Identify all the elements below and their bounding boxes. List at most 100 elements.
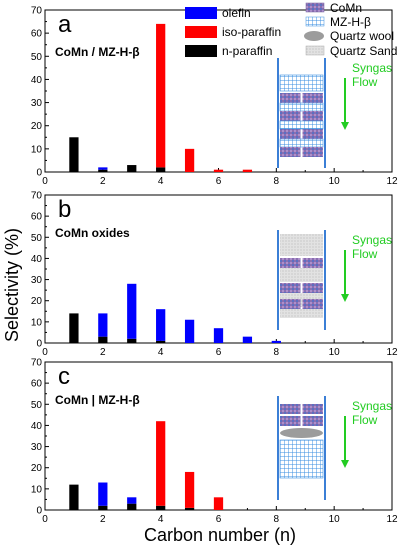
legend-swatch-comn: [305, 2, 325, 13]
y-tick-label: 50: [31, 233, 43, 244]
y-tick-label: 60: [31, 212, 43, 223]
x-tick-label: 0: [42, 514, 48, 525]
reactor-layer-comn: [302, 111, 323, 121]
x-tick-label: 8: [274, 514, 280, 525]
flow-label-line1: Syngas: [352, 233, 392, 247]
flow-label-line2: Flow: [352, 247, 378, 261]
bar-olefin-c2: [98, 482, 108, 506]
bar-n-paraffin-c4: [156, 340, 166, 343]
y-tick-label: 20: [31, 463, 43, 474]
panel-letter-a: a: [58, 11, 72, 38]
reactor-layer-mz: [279, 102, 324, 112]
reactor-layer-comn: [302, 283, 323, 293]
reactor-layer-sand: [280, 268, 323, 282]
legend-label-iso: iso-paraffin: [222, 25, 281, 39]
legend-label-comn: CoMn: [330, 1, 362, 15]
legend-label-mz: MZ-H-β: [330, 15, 371, 29]
y-tick-label: 70: [31, 6, 43, 17]
y-tick-label: 50: [31, 52, 43, 63]
x-tick-label: 8: [274, 347, 280, 358]
y-tick-label: 30: [31, 442, 43, 453]
y-tick-label: 30: [31, 275, 43, 286]
bar-olefin-c4: [156, 309, 166, 341]
x-tick-label: 6: [216, 514, 222, 525]
bar-iso-paraffin-c5: [184, 471, 195, 508]
y-tick-label: 20: [31, 296, 43, 307]
x-tick-label: 8: [274, 176, 280, 187]
reactor-layer-comn: [280, 111, 301, 121]
y-tick-label: 40: [31, 75, 43, 86]
legend-swatch-quartz-sand: [305, 45, 325, 56]
bar-olefin-c5: [184, 319, 195, 343]
panel-b: 0 10 20 30 40 50 60 70 0 2 4 6 8 10 12 b CoMn oxides: [31, 191, 398, 359]
x-tick-label: 4: [158, 514, 164, 525]
reactor-layer-wool: [280, 428, 323, 438]
bar-iso-paraffin-c4: [156, 23, 166, 168]
flow-label-line1: Syngas: [352, 399, 392, 413]
x-tick-label: 4: [158, 347, 164, 358]
y-tick-label: 0: [36, 168, 42, 179]
reactor-layer-comn: [280, 258, 301, 268]
bar-iso-paraffin-c6: [213, 497, 224, 510]
x-tick-label: 12: [386, 514, 398, 525]
y-tick-label: 10: [31, 484, 43, 495]
bar-n-paraffin-c2: [98, 505, 108, 510]
bar-n-paraffin-c1: [69, 484, 79, 510]
y-tick-label: 10: [31, 317, 43, 328]
reactor-layer-comn: [280, 93, 301, 103]
flow-label-line2: Flow: [352, 75, 378, 89]
plot-frame: [44, 361, 393, 511]
y-tick-label: 70: [31, 358, 43, 369]
x-tick-label: 12: [386, 176, 398, 187]
bar-n-paraffin-c1: [69, 313, 79, 343]
x-tick-label: 10: [329, 347, 341, 358]
y-tick-label: 40: [31, 421, 43, 432]
reactor-layer-mz: [279, 74, 324, 92]
y-tick-label: 50: [31, 400, 43, 411]
x-tick-label: 6: [216, 176, 222, 187]
bar-iso-paraffin-c7: [242, 169, 253, 172]
flow-label-line1: Syngas: [352, 61, 392, 75]
legend-swatch-mz: [305, 16, 325, 27]
x-tick-label: 6: [216, 347, 222, 358]
bar-n-paraffin-c3: [127, 503, 137, 510]
legend-swatch-quartz-wool: [304, 31, 324, 41]
bar-n-paraffin-c5: [184, 507, 195, 510]
x-tick-label: 0: [42, 347, 48, 358]
y-tick-label: 10: [31, 144, 43, 155]
bar-olefin-c3: [127, 497, 137, 504]
x-tick-label: 10: [329, 514, 341, 525]
reactor-layer-comn: [280, 147, 301, 157]
bar-n-paraffin-c4: [156, 167, 166, 172]
panel-c: 0 10 20 30 40 50 60 70 0 2 4 6 8 10 12 c CoMn | MZ-H-β: [31, 358, 398, 526]
x-tick-label: 10: [329, 176, 341, 187]
bar-n-paraffin-c1: [69, 137, 79, 172]
bar-n-paraffin-c3: [127, 338, 137, 343]
legend-label-quartz-sand: Quartz Sand: [330, 44, 397, 58]
y-tick-label: 30: [31, 98, 43, 109]
reactor-layer-comn: [280, 129, 301, 139]
legend-label-quartz-wool: Quartz wool: [330, 29, 394, 43]
x-tick-label: 12: [386, 347, 398, 358]
panel-title-c: CoMn | MZ-H-β: [55, 393, 140, 407]
reactor-layer-comn: [302, 147, 323, 157]
y-tick-label: 20: [31, 121, 43, 132]
y-tick-label: 60: [31, 29, 43, 40]
bar-n-paraffin-c4: [156, 505, 166, 510]
reactor-layer-comn: [280, 299, 301, 309]
legend-label-n: n-paraffin: [222, 44, 272, 58]
reactor-layer-comn: [302, 258, 323, 268]
x-tick-label: 4: [158, 176, 164, 187]
reactor-layer-mz: [279, 439, 324, 479]
bar-n-paraffin-c2: [98, 169, 108, 172]
bar-iso-paraffin-c6: [213, 169, 224, 172]
bar-n-paraffin-c3: [127, 165, 137, 172]
legend-label-olefin: olefin: [222, 6, 251, 20]
bar-olefin-c2: [98, 167, 108, 170]
